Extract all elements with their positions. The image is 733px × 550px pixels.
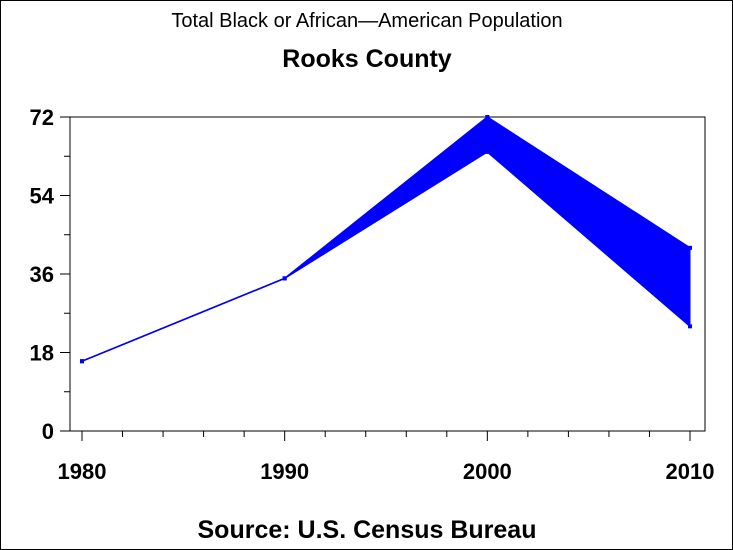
data-point bbox=[485, 115, 490, 119]
data-point bbox=[80, 359, 84, 364]
chart-source: Source: U.S. Census Bureau bbox=[198, 516, 537, 544]
y-tick-label: 72 bbox=[30, 105, 54, 130]
data-point bbox=[688, 324, 692, 329]
data-point bbox=[688, 245, 692, 250]
data-point bbox=[282, 276, 287, 281]
chart-subtitle: Rooks County bbox=[282, 45, 452, 73]
plot-area: 0 18 36 54 72 1980 1990 2000 2010 bbox=[30, 105, 715, 484]
x-tick-label: 2000 bbox=[463, 459, 512, 484]
y-tick-label: 0 bbox=[42, 419, 54, 444]
chart-title: Total Black or African—American Populati… bbox=[171, 10, 562, 32]
y-tick-label: 54 bbox=[30, 184, 55, 209]
data-point bbox=[485, 149, 490, 154]
x-tick-label: 1980 bbox=[58, 459, 107, 484]
y-tick-label: 18 bbox=[30, 341, 54, 366]
y-tick-label: 36 bbox=[30, 262, 54, 287]
series-line-1 bbox=[81, 150, 691, 362]
plot-frame bbox=[69, 116, 706, 432]
x-tick-label: 2010 bbox=[666, 459, 715, 484]
x-tick-label: 1990 bbox=[260, 459, 309, 484]
